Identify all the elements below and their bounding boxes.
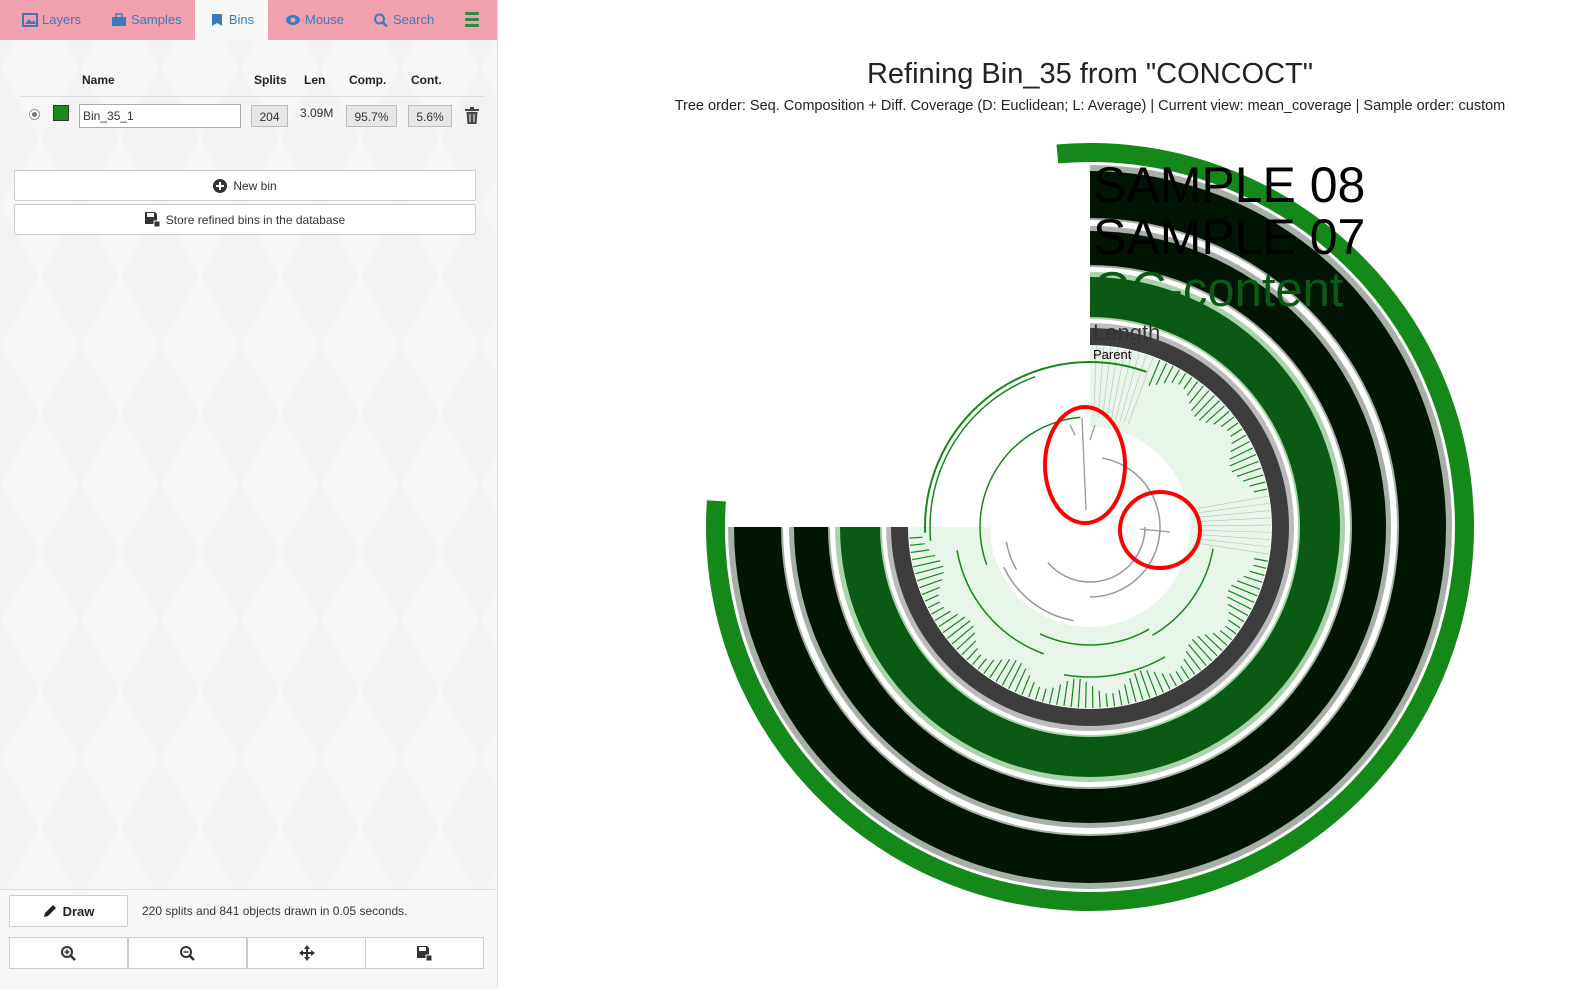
bin-color-swatch[interactable] <box>53 105 69 121</box>
zoom-out-button[interactable] <box>128 937 247 969</box>
pencil-icon <box>43 904 57 918</box>
tree-branch-arc <box>925 362 1090 533</box>
col-header-len: Len <box>304 73 325 87</box>
layer-label-parent: Parent <box>1093 347 1132 362</box>
tab-samples[interactable]: Samples <box>101 0 192 40</box>
tree-branch <box>1090 425 1095 440</box>
new-bin-label: New bin <box>233 179 276 193</box>
tree-branch <box>1070 425 1075 435</box>
hamburger-icon[interactable] <box>465 12 479 28</box>
bin-name-input[interactable] <box>79 104 241 128</box>
tab-mouse[interactable]: Mouse <box>275 0 354 40</box>
tab-bins[interactable]: Bins <box>195 0 268 40</box>
col-header-splits: Splits <box>254 73 287 87</box>
side-panel: Layers Samples Bins Mouse Search Name Sp… <box>0 0 498 988</box>
plus-circle-icon <box>213 179 227 193</box>
zoom-in-button[interactable] <box>9 937 128 969</box>
briefcase-icon <box>111 13 127 27</box>
store-refined-bins-button[interactable]: Store refined bins in the database <box>14 204 476 235</box>
layer-label-gc-content: GC-content <box>1093 263 1344 317</box>
sample-07-ring <box>794 231 1386 823</box>
tab-label: Bins <box>229 0 254 40</box>
draw-label: Draw <box>63 904 95 919</box>
tab-bar: Layers Samples Bins Mouse Search <box>0 0 497 40</box>
image-icon <box>22 13 38 27</box>
header-divider <box>20 96 485 97</box>
draw-status-text: 220 splits and 841 objects drawn in 0.05… <box>142 904 408 918</box>
bookmark-icon <box>209 13 225 27</box>
zoom-in-icon <box>61 946 76 961</box>
col-header-comp: Comp. <box>349 73 386 87</box>
layer-label-length: Length <box>1093 320 1160 345</box>
tab-label: Search <box>393 0 434 40</box>
tree-branch-arc <box>1006 542 1016 570</box>
zoom-out-icon <box>180 946 195 961</box>
col-header-name: Name <box>82 73 115 87</box>
tab-search[interactable]: Search <box>363 0 444 40</box>
layer-label-sample-08: SAMPLE 08 <box>1093 157 1365 213</box>
col-header-cont: Cont. <box>411 73 442 87</box>
store-label: Store refined bins in the database <box>166 213 345 227</box>
bin-select-radio[interactable] <box>29 109 40 120</box>
tree-leaf-branch <box>909 537 922 538</box>
save-database-icon <box>145 212 160 227</box>
draw-button[interactable]: Draw <box>9 895 128 927</box>
center-icon <box>299 945 315 961</box>
tree-branch-arc <box>980 417 1080 564</box>
tab-label: Samples <box>131 0 182 40</box>
circular-tree-canvas[interactable]: SAMPLE 08 SAMPLE 07 GC-content Length Pa… <box>590 130 1570 940</box>
center-button[interactable] <box>247 937 366 969</box>
layer-label-sample-07: SAMPLE 07 <box>1093 209 1365 265</box>
save-svg-button[interactable] <box>365 937 484 969</box>
save-icon <box>417 946 432 961</box>
bin-contamination-button[interactable]: 5.6% <box>408 105 452 127</box>
bin-length-value: 3.09M <box>300 106 333 120</box>
trash-icon[interactable] <box>465 107 479 124</box>
search-icon <box>373 13 389 27</box>
bin-completion-button[interactable]: 95.7% <box>346 105 397 127</box>
canvas-subtitle: Tree order: Seq. Composition + Diff. Cov… <box>590 98 1590 114</box>
tree-branch <box>1082 418 1086 510</box>
eye-icon <box>285 13 301 27</box>
tab-layers[interactable]: Layers <box>12 0 91 40</box>
new-bin-button[interactable]: New bin <box>14 170 476 201</box>
bin-splits-button[interactable]: 204 <box>251 105 288 127</box>
tab-label: Layers <box>42 0 81 40</box>
canvas-title: Refining Bin_35 from "CONCOCT" <box>590 58 1590 91</box>
tab-label: Mouse <box>305 0 344 40</box>
tree-leaf-branch <box>1086 682 1087 708</box>
highlight-circle <box>1045 407 1125 523</box>
